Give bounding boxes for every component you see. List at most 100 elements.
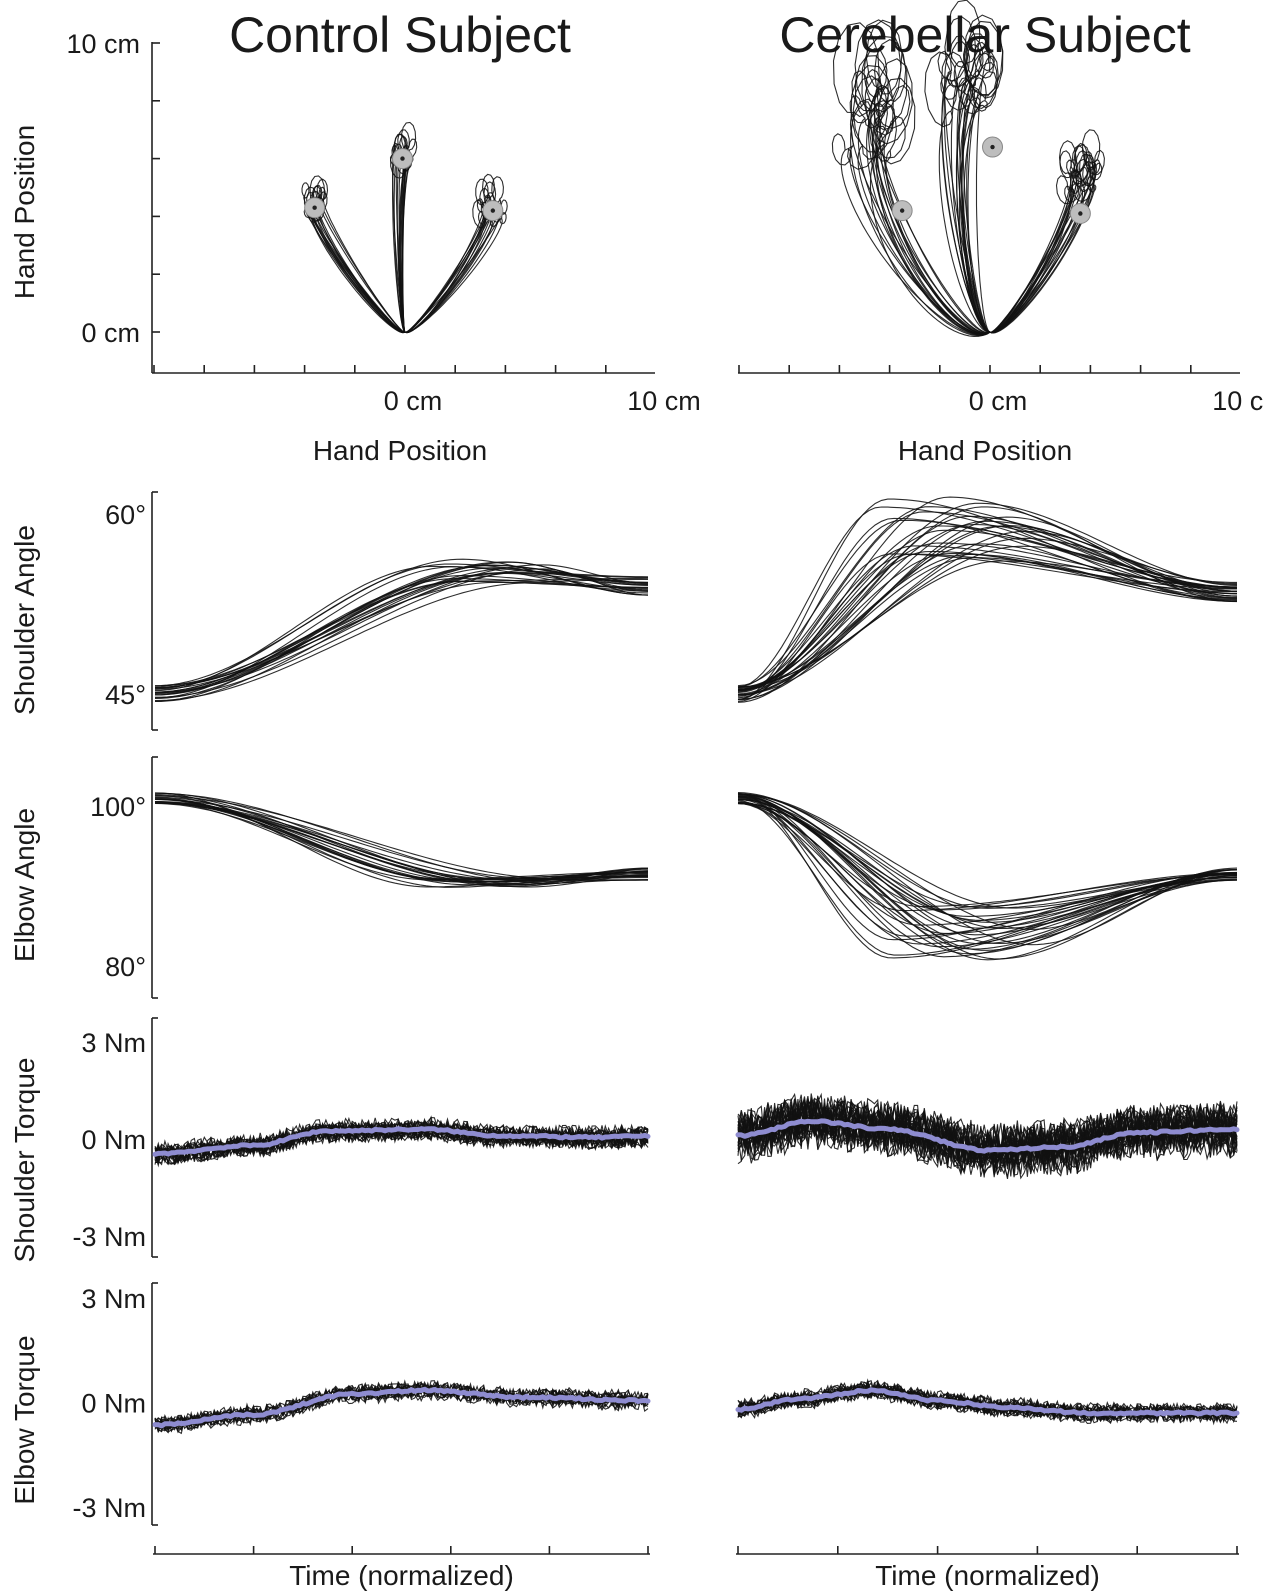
trial-trace [737,793,1238,941]
trial-trace [737,793,1238,948]
target-center [490,208,496,213]
hand-trajectory [391,144,406,333]
y-tick-label: 100° [90,792,146,822]
hand-trajectory [869,77,991,337]
hand-trajectory [989,175,1097,334]
trial-trace [154,571,648,687]
trial-trace [737,1100,1238,1169]
shoulder_angle-plot-cerebellar [737,496,1238,703]
hand-x-axis-label: Hand Position [313,435,487,466]
trial-trace [737,543,1238,696]
trial-trace [154,565,649,692]
hand-trajectory [404,199,508,333]
hand-trajectory [937,35,991,333]
y-tick-label: 45° [105,680,146,710]
trial-trace [737,525,1238,689]
hand-trajectory [953,61,991,333]
hand-trajectory [989,129,1101,334]
trial-trace [154,1121,649,1165]
hand-trajectory [401,145,410,333]
trial-trace [737,800,1237,956]
hand-y-tick-label: 10 cm [66,29,140,59]
hand-trajectory [957,77,991,333]
trial-trace [154,566,649,699]
time-x-axis-label: Time (normalized) [875,1560,1100,1591]
trial-trace [154,563,649,690]
time-x-axis-label: Time (normalized) [289,1560,514,1591]
hand-trajectory [975,46,995,333]
hand-trajectory [989,160,1096,334]
hand-trajectory [965,20,1004,333]
hand-trajectory [871,58,991,335]
hand-trajectory [989,150,1073,333]
trial-trace [737,802,1237,908]
elbow_angle-plot-cerebellar [737,792,1238,961]
shoulder_torque-plot-control: -3 Nm 0 Nm 3 Nm [73,1017,651,1258]
mean-trace [735,1387,1240,1417]
y-axis-label-elbow_angle: Elbow Angle [9,808,40,962]
trial-trace [737,553,1237,702]
trial-trace [737,799,1238,921]
mean-trace [152,1126,651,1157]
trial-trace [737,529,1237,691]
hand-x-tick-label: 0 cm [969,386,1028,416]
hand-position-plot-control: 0 cm 10 cm Hand Position 0 cm 10 cm Hand Posi… [9,29,701,466]
shoulder_torque-plot-cerebellar [735,1092,1240,1180]
hand-y-axis-label: Hand Position [9,125,40,299]
trial-trace [154,1121,649,1166]
y-tick-label: 3 Nm [81,1284,146,1314]
trial-trace [737,798,1238,945]
trial-trace [737,550,1237,692]
trial-trace [154,801,649,888]
trial-trace [737,801,1238,917]
target-center [312,205,317,210]
trial-trace [737,801,1238,934]
hand-trajectory [989,162,1103,333]
y-tick-label: -3 Nm [73,1493,147,1523]
hand-trajectory [863,47,991,334]
hand-position-plot-cerebellar: 0 cm 10 cm Hand Position [738,0,1263,466]
trial-trace [737,803,1238,955]
trial-trace [737,796,1238,937]
trial-trace [154,582,649,702]
hand-trajectory [314,191,406,333]
y-tick-label: 3 Nm [81,1028,146,1058]
y-axis-label-elbow_torque: Elbow Torque [9,1335,40,1504]
mean-trace [152,1386,651,1429]
trial-trace [154,1122,649,1166]
hand-trajectory [924,51,991,333]
hand-trajectory [308,196,406,334]
hand-trajectory [871,102,991,335]
hand-y-tick-label: 0 cm [81,318,140,348]
trial-trace [737,796,1238,960]
y-tick-label: 80° [105,952,146,982]
trial-trace [154,575,648,702]
trial-trace [154,572,649,695]
hand-trajectory [989,143,1091,333]
hand-trajectory [311,185,406,334]
trial-trace [154,795,649,880]
hand-trajectory [865,68,991,335]
hand-x-tick-label: 0 cm [384,386,443,416]
hand-trajectory [961,41,994,333]
hand-trajectory [831,133,991,337]
hand-trajectory [317,186,406,333]
target-center [1078,211,1083,216]
shoulder_angle-plot-control: 45° 60° [105,491,649,731]
y-tick-label: -3 Nm [73,1222,147,1252]
hand-x-tick-label: 10 cm [1212,386,1263,416]
y-axis-label-shoulder_torque: Shoulder Torque [9,1058,40,1263]
trial-trace [737,799,1238,929]
trial-trace [737,502,1238,692]
trial-trace [737,553,1237,697]
target-center [899,208,905,213]
hand-trajectory [989,182,1080,333]
trial-trace [737,798,1238,958]
trial-trace [737,515,1238,703]
hand-trajectory [404,197,485,334]
y-tick-label: 0 Nm [81,1125,146,1155]
hand-trajectory [989,152,1095,334]
trial-trace [737,557,1238,696]
elbow_torque-plot-control: -3 Nm 0 Nm 3 Nm Time (normalized) [73,1282,651,1591]
